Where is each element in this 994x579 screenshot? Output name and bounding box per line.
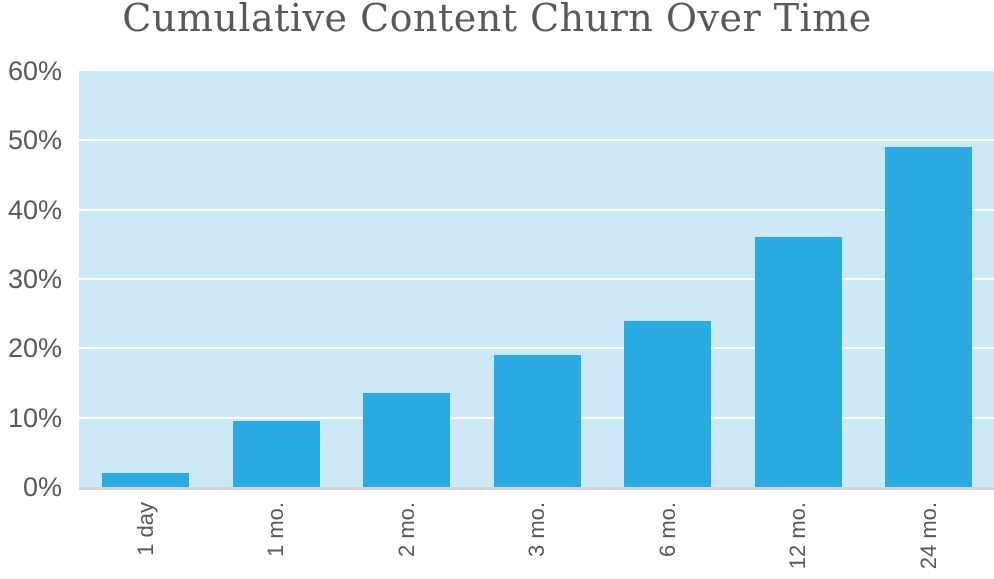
grid-line [79,139,994,142]
x-tick-label: 1 mo. [263,502,288,558]
grid-line [79,347,994,350]
bar-6-mo [624,320,711,487]
bar-2-mo [363,393,450,487]
grid-line [79,208,994,211]
y-tick-label: 10% [7,402,62,433]
y-tick-label: 30% [7,264,62,294]
x-tick-label: 2 mo. [393,502,419,558]
plot-area [79,71,994,487]
x-tick-label: 1 day [132,502,158,556]
bar-3-mo [493,355,581,487]
x-tick-label: 12 mo. [785,502,810,570]
y-tick-label: 40% [7,194,62,225]
x-axis-baseline [79,487,994,490]
y-tick-label: 60% [7,56,62,86]
x-tick-label: 6 mo. [654,502,680,558]
y-tick-label: 50% [7,125,62,156]
y-tick-label: 20% [7,333,62,364]
bar-1-mo [232,421,320,487]
grid-line [79,278,994,280]
x-tick-label: 3 mo. [524,502,549,558]
bar-24-mo [885,147,972,487]
y-tick-label: 0% [22,472,62,502]
bar-12-mo [754,237,842,487]
bar-1-day [102,473,189,487]
x-tick-label: 24 mo. [915,502,941,570]
chart-title: Cumulative Content Churn Over Time [122,0,872,40]
